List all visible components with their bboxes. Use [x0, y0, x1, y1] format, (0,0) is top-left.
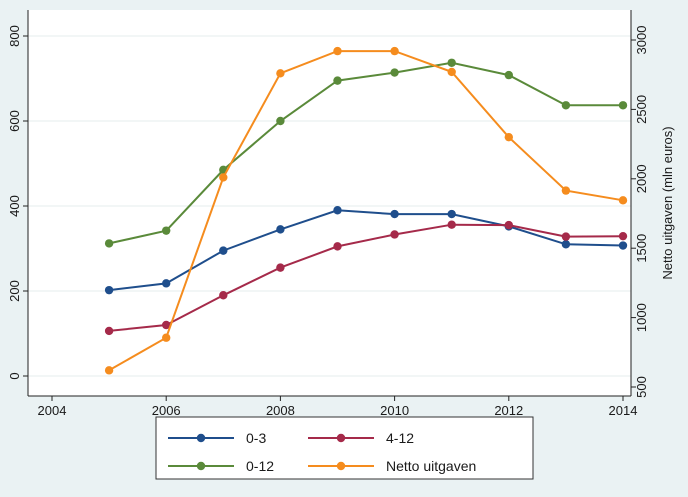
- series-0-point-2014: [618, 241, 628, 250]
- series-2-point-2009: [333, 76, 342, 85]
- y-right-tick-label-1500: 1500: [634, 234, 649, 263]
- series-1-point-2014: [618, 231, 628, 241]
- series-0-point-2006: [162, 279, 171, 288]
- series-3-point-2014: [618, 196, 628, 205]
- y-left-tick-label-0: 0: [7, 372, 22, 379]
- legend-marker-0: [196, 433, 206, 443]
- series-line-2: [108, 61, 623, 245]
- plot-area: [28, 10, 631, 396]
- series-3-point-2011: [447, 67, 456, 77]
- x-tick-label-2006: 2006: [152, 403, 181, 418]
- x-tick-label-2004: 2004: [38, 403, 67, 418]
- series-line-0: [108, 209, 624, 292]
- y-left-tick-label-600: 600: [7, 110, 22, 132]
- y-left-tick-label-800: 800: [7, 25, 22, 47]
- series-3-point-2008: [276, 69, 285, 78]
- series-3-point-2006: [162, 333, 171, 342]
- legend-label-3: Netto uitgaven: [386, 458, 476, 474]
- series-layer: [104, 46, 628, 375]
- series-1-point-2009: [333, 242, 342, 251]
- series-3-point-2007: [219, 173, 228, 182]
- legend-marker-2: [196, 461, 206, 471]
- series-1-point-2007: [219, 291, 228, 300]
- series-0-point-2009: [333, 206, 342, 215]
- series-1-point-2006: [162, 320, 171, 330]
- series-2-point-2013: [561, 101, 571, 110]
- series-2-point-2010: [390, 68, 399, 77]
- legend-box: [155, 416, 534, 480]
- x-tick-label-2012: 2012: [494, 403, 523, 418]
- series-2-point-2006: [162, 226, 171, 235]
- series-2-point-2012: [504, 70, 513, 80]
- series-0-point-2007: [219, 246, 228, 255]
- y-left-tick-label-200: 200: [7, 280, 22, 302]
- x-tick-label-2010: 2010: [380, 403, 409, 418]
- y-right-tick-label-2500: 2500: [634, 95, 649, 124]
- series-1-point-2010: [390, 230, 399, 239]
- y-axis-right-title: Netto uitgaven (mln euros): [660, 126, 675, 279]
- series-1-point-2008: [276, 263, 285, 272]
- gridlines: [28, 35, 631, 377]
- y-right-tick-label-2000: 2000: [634, 164, 649, 193]
- series-2-point-2011: [447, 58, 456, 67]
- x-axis-ticks: 2004 2006 2008 2010 2012 2014: [38, 396, 638, 418]
- series-3-point-2013: [561, 186, 571, 195]
- y-left-tick-label-400: 400: [7, 195, 22, 217]
- axes: [27, 10, 632, 397]
- y-axis-left-ticks: 0 200 400 600 800: [7, 25, 28, 380]
- series-3-point-2009: [333, 46, 342, 56]
- legend-label-0: 0-3: [246, 430, 266, 446]
- series-1-point-2012: [504, 220, 513, 230]
- legend: 0-3 4-12 0-12 Netto uitgaven: [155, 416, 534, 480]
- series-1-point-2005: [104, 326, 114, 336]
- series-2-point-2005: [104, 239, 114, 248]
- series-1-point-2013: [561, 232, 571, 241]
- series-0-point-2011: [447, 209, 456, 219]
- series-2-point-2014: [618, 101, 628, 110]
- series-1-point-2011: [447, 220, 456, 229]
- series-3-point-2010: [390, 46, 399, 56]
- series-0-point-2008: [276, 225, 285, 234]
- legend-label-1: 4-12: [386, 430, 414, 446]
- legend-marker-3: [336, 461, 346, 471]
- series-0-point-2005: [104, 285, 114, 295]
- series-line-1: [108, 223, 624, 332]
- series-2-point-2008: [276, 116, 285, 126]
- y-right-tick-label-3000: 3000: [634, 26, 649, 55]
- legend-marker-1: [336, 433, 346, 443]
- legend-label-2: 0-12: [246, 458, 274, 474]
- series-0-point-2010: [390, 209, 399, 219]
- series-0-point-2013: [561, 240, 571, 249]
- series-3-point-2012: [504, 132, 513, 142]
- series-line-3: [108, 50, 624, 372]
- series-3-point-2005: [104, 366, 114, 375]
- y-right-tick-label-500: 500: [634, 376, 649, 398]
- y-axis-right-ticks: 500 1000 1500 2000 2500 3000: [631, 26, 649, 398]
- x-tick-label-2008: 2008: [266, 403, 295, 418]
- y-right-tick-label-1000: 1000: [634, 303, 649, 332]
- x-tick-label-2014: 2014: [609, 403, 638, 418]
